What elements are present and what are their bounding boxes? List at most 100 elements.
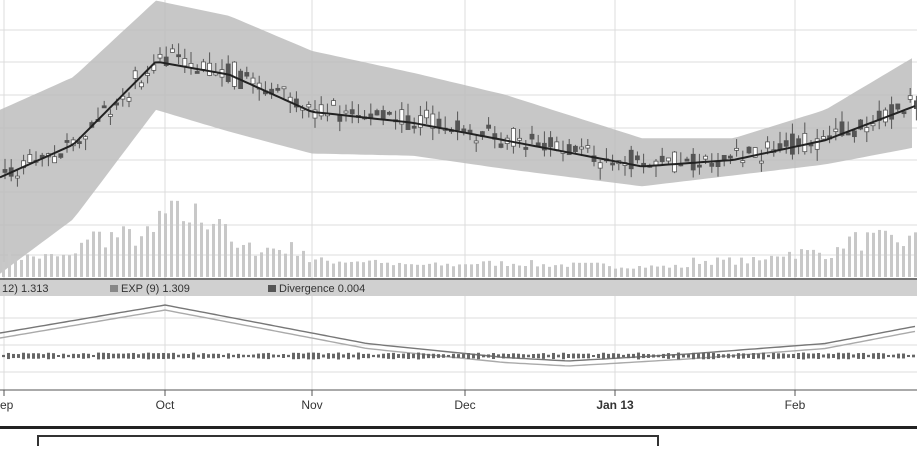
candle-body <box>659 155 665 162</box>
divergence-bar <box>437 354 440 358</box>
divergence-bar <box>222 354 225 358</box>
divergence-bar <box>217 353 220 359</box>
divergence-bar <box>142 353 145 359</box>
candle-body <box>585 145 591 149</box>
volume-bar <box>788 251 791 277</box>
divergence-bar <box>722 354 725 358</box>
volume-bar <box>854 232 857 277</box>
volume-bar <box>536 266 539 277</box>
divergence-bar <box>877 352 880 360</box>
divergence-bar <box>27 353 30 359</box>
volume-bar <box>602 263 605 277</box>
volume-bar <box>740 257 743 277</box>
volume-bar <box>248 242 251 277</box>
divergence-bar <box>102 352 105 360</box>
candle-body <box>349 109 355 115</box>
divergence-bar <box>697 353 700 359</box>
candle-body <box>169 48 175 53</box>
volume-bar <box>134 245 137 277</box>
candle-body <box>610 162 615 166</box>
candle-body <box>343 110 349 114</box>
volume-bar <box>326 260 329 277</box>
candle-body <box>176 54 182 58</box>
volume-bar <box>482 261 485 277</box>
divergence-bar <box>882 353 885 359</box>
divergence-bar <box>762 352 765 360</box>
candle-body <box>337 115 343 122</box>
divergence-bar <box>412 353 415 359</box>
divergence-bar <box>837 352 840 360</box>
volume-bar <box>386 262 389 277</box>
divergence-bar <box>727 353 730 359</box>
candle-body <box>666 157 671 162</box>
divergence-bar <box>117 353 120 359</box>
volume-bar <box>2 262 5 277</box>
volume-bar <box>182 221 185 277</box>
candle-body <box>759 160 764 164</box>
bottom-input-box[interactable] <box>37 435 659 449</box>
divergence-bar <box>787 354 790 358</box>
divergence-bar <box>387 353 390 359</box>
candle-body <box>386 111 392 115</box>
divergence-bar <box>707 352 710 360</box>
divergence-bar <box>267 352 270 360</box>
divergence-bar <box>87 353 90 359</box>
volume-bar <box>728 257 731 277</box>
volume-bar <box>830 258 833 277</box>
divergence-bar <box>372 354 375 358</box>
volume-bar <box>722 259 725 277</box>
x-tick-label: Oct <box>156 398 175 412</box>
volume-bar <box>710 264 713 277</box>
divergence-bar <box>407 352 410 360</box>
candle-body <box>374 110 380 116</box>
candle-body <box>529 133 535 140</box>
volume-bar <box>68 255 71 277</box>
volume-bar <box>110 232 113 277</box>
divergence-bar <box>792 353 795 359</box>
volume-bar <box>896 242 899 277</box>
divergence-bar <box>377 354 380 358</box>
volume-bar <box>428 263 431 277</box>
divergence-bar <box>2 354 5 358</box>
volume-bar <box>758 260 761 277</box>
volume-bar <box>212 223 215 277</box>
divergence-bar <box>227 353 230 359</box>
volume-bar <box>164 213 167 277</box>
volume-bar <box>806 250 809 277</box>
volume-bar <box>644 267 647 277</box>
volume-bar <box>356 261 359 277</box>
candle-body <box>27 154 33 163</box>
volume-bar <box>866 232 869 277</box>
divergence-bar <box>47 352 50 360</box>
volume-bar <box>44 254 47 277</box>
divergence-bar <box>637 352 640 360</box>
volume-bar <box>26 254 29 277</box>
candle-body <box>473 140 479 144</box>
divergence-bar <box>287 354 290 358</box>
candle-body <box>740 160 746 164</box>
candle-body <box>597 162 603 169</box>
divergence-bar <box>642 353 645 359</box>
candle-body <box>64 140 70 143</box>
divergence-bar <box>252 354 255 358</box>
volume-bar <box>764 259 767 277</box>
divergence-bar <box>807 353 810 359</box>
divergence-bar <box>872 353 875 359</box>
divergence-bar <box>587 353 590 359</box>
candle-body <box>58 153 64 158</box>
candle-body <box>436 118 442 128</box>
legend-macd-label: 12) 1.313 <box>2 283 48 295</box>
candle-body <box>864 127 870 133</box>
divergence-bar <box>817 353 820 359</box>
divergence-bar <box>912 354 915 358</box>
divergence-bar <box>172 352 175 360</box>
volume-bar <box>884 230 887 277</box>
legend-ema-swatch <box>110 285 118 292</box>
candle-body <box>318 104 324 117</box>
candle-body <box>839 121 845 136</box>
moving-average-path <box>0 61 916 179</box>
volume-panel <box>2 200 917 277</box>
divergence-bar <box>612 353 615 359</box>
volume-bar <box>518 265 521 277</box>
volume-bar <box>416 264 419 277</box>
